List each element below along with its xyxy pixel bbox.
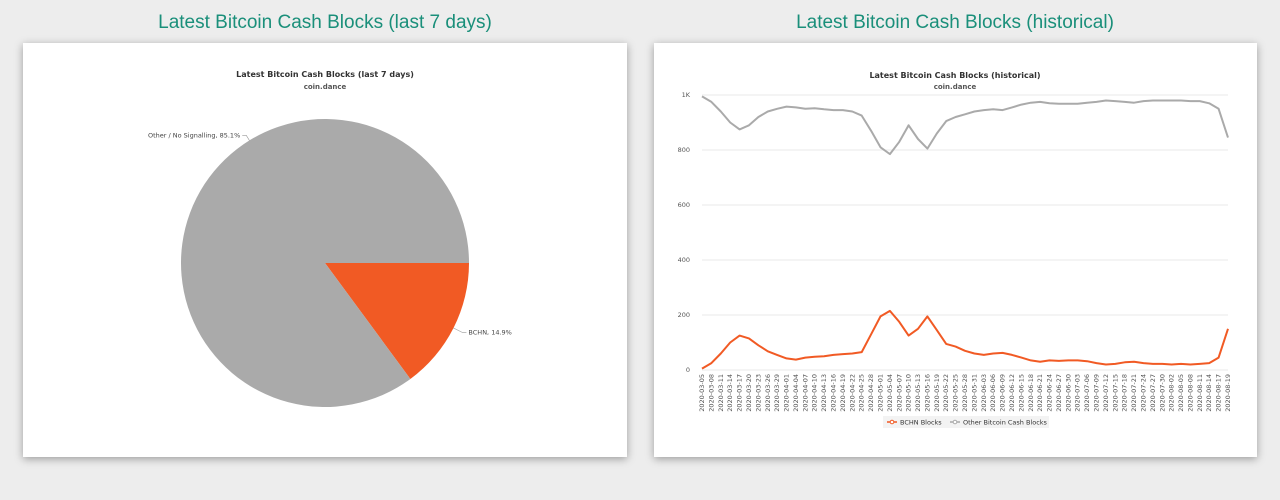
y-tick-label: 600 <box>678 201 690 209</box>
legend-marker <box>889 419 895 425</box>
x-tick-label: 2020-07-21 <box>1130 374 1138 412</box>
x-tick-label: 2020-05-19 <box>933 374 941 412</box>
legend-marker <box>952 419 958 425</box>
y-tick-label: 0 <box>686 366 690 374</box>
x-tick-label: 2020-07-09 <box>1093 374 1101 412</box>
x-tick-label: 2020-08-02 <box>1168 374 1176 412</box>
pie-label-bchn: BCHN, 14.9% <box>468 328 511 336</box>
x-tick-label: 2020-05-16 <box>923 374 931 412</box>
y-tick-label: 1K <box>682 91 691 99</box>
line-chart-title: Latest Bitcoin Cash Blocks (historical) <box>869 71 1040 80</box>
series-line-bchn <box>701 309 1229 370</box>
x-tick-label: 2020-04-07 <box>801 374 809 412</box>
x-tick-label: 2020-03-20 <box>745 374 753 412</box>
x-tick-label: 2020-06-15 <box>1017 374 1025 412</box>
x-tick-label: 2020-03-14 <box>726 374 734 412</box>
x-tick-label: 2020-05-07 <box>895 374 903 412</box>
x-tick-label: 2020-05-22 <box>942 374 950 412</box>
x-tick-label: 2020-05-13 <box>914 374 922 412</box>
x-tick-label: 2020-07-15 <box>1111 374 1119 412</box>
x-tick-label: 2020-05-04 <box>886 374 894 412</box>
x-tick-label: 2020-04-04 <box>792 374 800 412</box>
x-tick-label: 2020-03-05 <box>698 374 706 412</box>
x-tick-label: 2020-06-21 <box>1036 374 1044 412</box>
x-tick-label: 2020-05-31 <box>970 374 978 412</box>
pie-slice-other <box>181 118 470 407</box>
x-tick-label: 2020-04-10 <box>811 374 819 412</box>
x-tick-label: 2020-03-23 <box>754 374 762 412</box>
x-tick-label: 2020-03-11 <box>717 374 725 412</box>
x-tick-label: 2020-04-16 <box>830 374 838 412</box>
pie-slice-bchn <box>325 263 469 379</box>
x-tick-label: 2020-04-19 <box>839 374 847 412</box>
x-tick-label: 2020-04-13 <box>820 374 828 412</box>
x-tick-label: 2020-06-27 <box>1055 374 1063 412</box>
pie-chart-title: Latest Bitcoin Cash Blocks (last 7 days) <box>236 70 414 79</box>
x-tick-label: 2020-06-06 <box>989 374 997 412</box>
x-tick-label: 2020-05-10 <box>905 374 913 412</box>
x-tick-label: 2020-03-08 <box>707 374 715 412</box>
line-chart-subtitle: coin.dance <box>934 83 977 91</box>
x-tick-label: 2020-08-11 <box>1196 374 1204 412</box>
x-tick-label: 2020-05-01 <box>876 374 884 412</box>
pie-connector-other <box>242 135 250 141</box>
x-tick-label: 2020-07-27 <box>1149 374 1157 412</box>
x-tick-label: 2020-07-24 <box>1139 374 1147 412</box>
pie-chart-card: Latest Bitcoin Cash Blocks (last 7 days)… <box>23 43 627 457</box>
x-tick-label: 2020-07-06 <box>1083 374 1091 412</box>
x-tick-label: 2020-08-14 <box>1205 374 1213 412</box>
x-tick-label: 2020-08-17 <box>1215 374 1223 412</box>
x-tick-label: 2020-07-03 <box>1074 374 1082 412</box>
x-tick-label: 2020-04-28 <box>867 374 875 412</box>
x-tick-label: 2020-04-25 <box>858 374 866 412</box>
x-tick-label: 2020-06-09 <box>999 374 1007 412</box>
x-tick-label: 2020-03-26 <box>764 374 772 412</box>
pie-chart-subtitle: coin.dance <box>304 83 347 91</box>
y-tick-label: 400 <box>678 256 690 264</box>
x-tick-label: 2020-07-30 <box>1158 374 1166 412</box>
pie-chart: Latest Bitcoin Cash Blocks (last 7 days)… <box>148 70 512 407</box>
y-tick-label: 200 <box>678 311 690 319</box>
legend-item-bchn[interactable]: BCHN Blocks <box>900 419 942 427</box>
x-tick-label: 2020-07-12 <box>1102 374 1110 412</box>
legend-item-other[interactable]: Other Bitcoin Cash Blocks <box>963 419 1048 427</box>
series-line-other <box>701 95 1229 156</box>
x-tick-label: 2020-04-01 <box>783 374 791 412</box>
x-tick-label: 2020-08-05 <box>1177 374 1185 412</box>
legend-box <box>883 416 1049 428</box>
x-tick-label: 2020-03-29 <box>773 374 781 412</box>
y-tick-label: 800 <box>678 146 690 154</box>
pie-connector-bchn <box>453 327 467 333</box>
line-chart-card: Latest Bitcoin Cash Blocks (historical) … <box>654 43 1257 457</box>
line-chart: Latest Bitcoin Cash Blocks (historical) … <box>678 71 1232 428</box>
x-tick-label: 2020-05-28 <box>961 374 969 412</box>
x-tick-label: 2020-06-12 <box>1008 374 1016 412</box>
pie-label-other: Other / No Signalling, 85.1% <box>148 131 240 139</box>
line-section-title: Latest Bitcoin Cash Blocks (historical) <box>796 12 1114 33</box>
x-tick-label: 2020-06-30 <box>1064 374 1072 412</box>
x-tick-label: 2020-05-25 <box>952 374 960 412</box>
x-tick-label: 2020-08-08 <box>1186 374 1194 412</box>
x-tick-label: 2020-06-03 <box>980 374 988 412</box>
x-tick-label: 2020-08-19 <box>1224 374 1232 412</box>
x-tick-label: 2020-04-22 <box>848 374 856 412</box>
x-tick-label: 2020-06-24 <box>1046 374 1054 412</box>
pie-section-title: Latest Bitcoin Cash Blocks (last 7 days) <box>158 12 492 33</box>
x-tick-label: 2020-06-18 <box>1027 374 1035 412</box>
x-tick-label: 2020-03-17 <box>736 374 744 412</box>
x-tick-label: 2020-07-18 <box>1121 374 1129 412</box>
